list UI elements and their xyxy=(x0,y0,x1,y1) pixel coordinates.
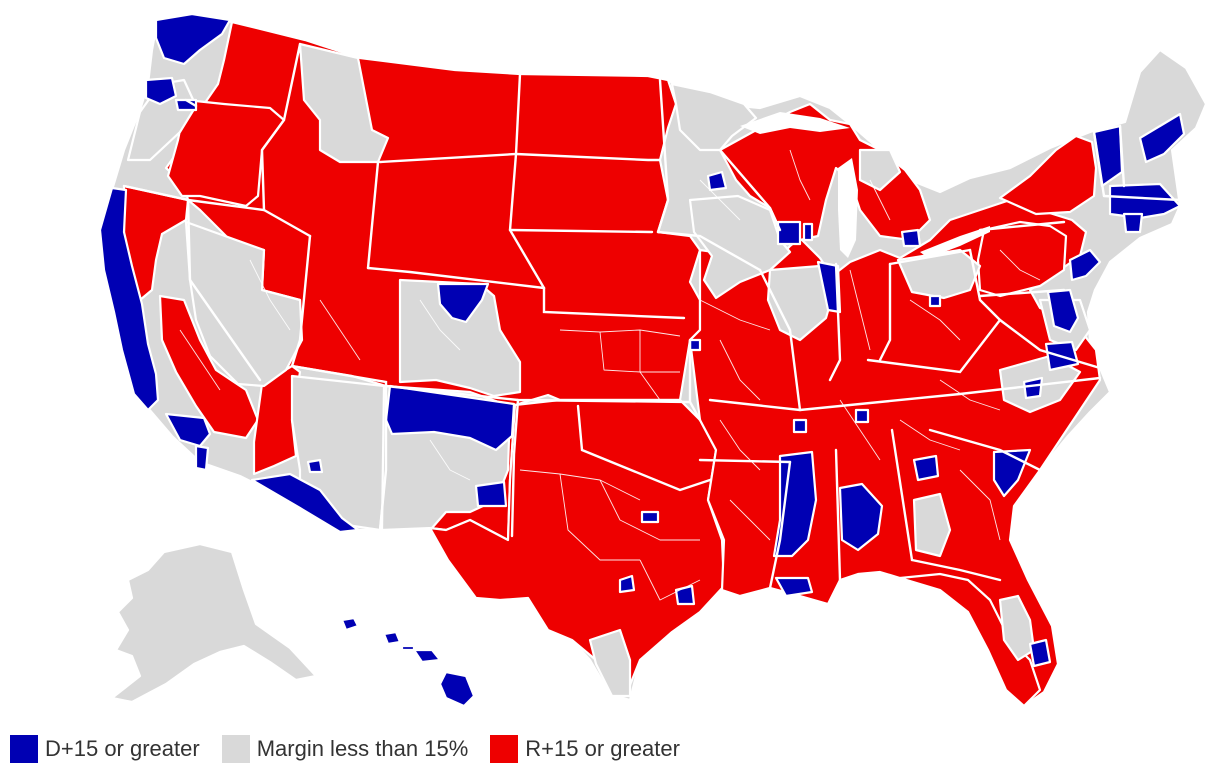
dem-atlanta xyxy=(912,454,940,482)
map xyxy=(98,12,1208,708)
dem-nyc xyxy=(1068,248,1102,282)
hawaii xyxy=(340,616,476,708)
dem-nashville xyxy=(854,408,870,424)
legend: D+15 or greater Margin less than 15% R+1… xyxy=(10,734,702,764)
rep-region-central-ca xyxy=(158,294,260,440)
dem-detroit xyxy=(900,228,922,248)
dem-s-az xyxy=(250,472,360,534)
gray-n-mn xyxy=(670,82,758,152)
gray-nevada-utah xyxy=(184,220,304,388)
gray-texas-s xyxy=(588,628,632,698)
dem-st-louis xyxy=(688,338,702,352)
dem-milwaukee xyxy=(802,222,814,242)
dem-columbus xyxy=(928,294,942,308)
hawaii-kauai xyxy=(340,616,360,632)
gray-w-montana xyxy=(298,42,390,164)
dem-ca-coast xyxy=(98,186,160,412)
dem-miami xyxy=(1028,638,1052,668)
dem-portland xyxy=(144,76,178,106)
legend-swatch-rep xyxy=(490,735,519,763)
gray-mn-iowa xyxy=(688,194,792,300)
dem-ct xyxy=(1122,212,1144,234)
dem-la-2 xyxy=(194,444,210,472)
gray-colorado xyxy=(398,278,522,398)
hawaii-big-island xyxy=(438,670,476,708)
dem-madison xyxy=(776,220,802,246)
legend-swatch-margin xyxy=(221,735,250,763)
lake-superior xyxy=(740,112,850,134)
legend-item-margin: Margin less than 15% xyxy=(221,735,469,763)
rep-region-w-az xyxy=(252,364,302,476)
dem-new-orleans xyxy=(774,576,814,598)
dem-la xyxy=(164,412,212,448)
margin-regions xyxy=(126,42,1092,698)
dem-massachusetts xyxy=(1108,182,1182,220)
great-lakes xyxy=(740,112,990,258)
legend-swatch-dem xyxy=(10,735,38,763)
dem-memphis xyxy=(792,418,808,434)
dem-seattle xyxy=(154,12,232,66)
dem-alabama xyxy=(838,482,884,552)
district-lines xyxy=(179,149,1041,601)
alaska-land xyxy=(110,542,318,704)
dem-chicago xyxy=(816,260,842,314)
rep-region-oregon xyxy=(166,98,286,208)
hawaii-molokai xyxy=(400,644,416,652)
gray-ohio-n xyxy=(896,248,982,300)
legend-label-margin: Margin less than 15% xyxy=(256,736,469,761)
dem-mississippi xyxy=(772,450,818,558)
dem-mpls xyxy=(706,170,728,192)
legend-label-dem: D+15 or greater xyxy=(45,736,200,761)
dem-md xyxy=(1046,288,1080,334)
lake-michigan xyxy=(838,158,858,258)
dem-phx xyxy=(306,458,324,474)
district-map xyxy=(98,12,1208,708)
rep-region-florida xyxy=(898,572,1042,708)
rep-region-ny xyxy=(998,134,1098,216)
lake-erie xyxy=(920,226,990,258)
dem-nm xyxy=(384,384,516,452)
hawaii-oahu xyxy=(382,630,402,646)
dem-san-antonio xyxy=(618,574,636,594)
dem-sw-ut xyxy=(436,282,490,324)
legend-item-dem: D+15 or greater xyxy=(10,735,200,763)
dem-nm-s xyxy=(474,480,508,508)
legend-label-rep: R+15 or greater xyxy=(525,736,680,761)
legend-item-rep: R+15 or greater xyxy=(490,735,680,763)
gray-georgia xyxy=(912,492,952,558)
dem-dallas xyxy=(640,510,660,524)
hawaii-maui xyxy=(412,648,442,664)
state-borders xyxy=(122,42,1182,590)
dem-houston xyxy=(674,584,696,606)
dem-nc xyxy=(1022,376,1044,400)
dem-maine-coast xyxy=(1138,112,1186,164)
